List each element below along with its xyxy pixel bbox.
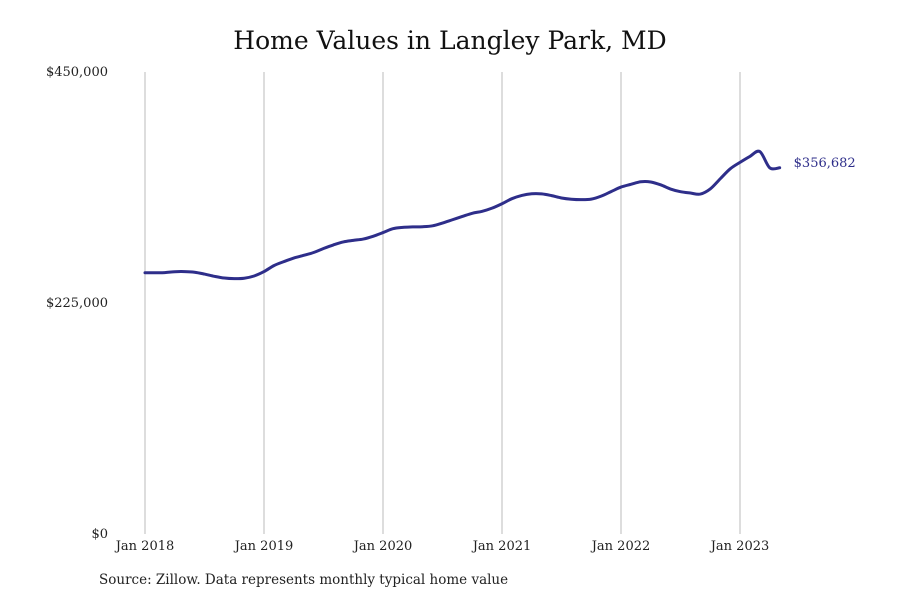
x-tick-label: Jan 2019 [233,539,294,554]
y-tick-label: $450,000 [46,65,108,80]
x-tick-label: Jan 2023 [709,539,770,554]
gridlines [144,72,741,534]
series-line-home-value [143,149,782,281]
x-tick-label: Jan 2018 [114,539,175,554]
x-tick-label: Jan 2020 [352,539,413,554]
y-tick-label: $0 [91,527,108,542]
y-axis-ticks: $0 $225,000 $450,000 [46,65,108,542]
x-axis-ticks: Jan 2018 Jan 2019 Jan 2020 Jan 2021 Jan 2022… [114,539,770,554]
x-tick-label: Jan 2022 [590,539,651,554]
end-value-label: $356,682 [794,156,856,171]
source-note: Source: Zillow. Data represents monthly … [99,572,509,588]
y-tick-label: $225,000 [46,296,108,311]
x-tick-label: Jan 2021 [471,539,532,554]
chart-title: Home Values in Langley Park, MD [233,26,667,55]
